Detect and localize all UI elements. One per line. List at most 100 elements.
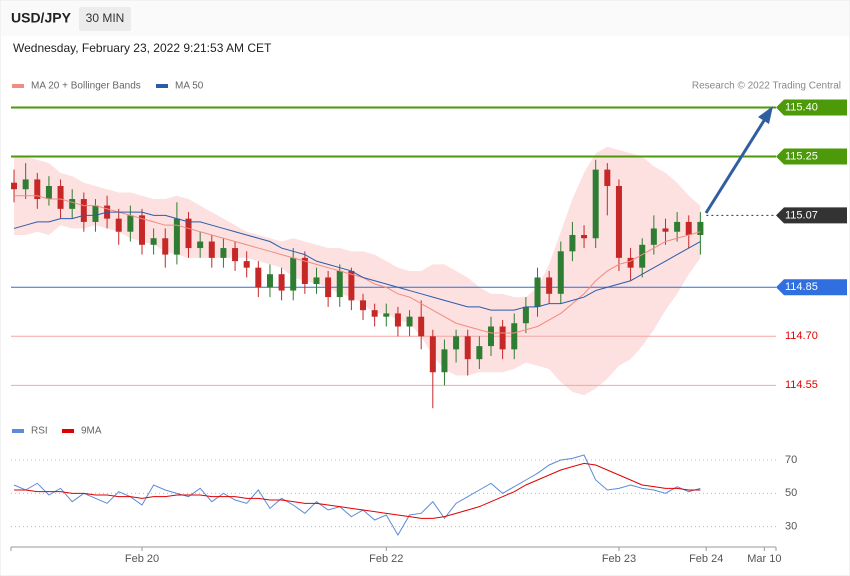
candle-body bbox=[557, 251, 564, 294]
candle-body bbox=[615, 185, 622, 258]
candle-body bbox=[138, 215, 145, 245]
candle-body bbox=[11, 182, 18, 190]
candle-body bbox=[127, 215, 134, 232]
candle-body bbox=[476, 346, 483, 360]
arrow-shaft bbox=[704, 118, 767, 214]
level-tag bbox=[776, 279, 847, 296]
x-tick-label: Feb 24 bbox=[689, 553, 723, 565]
level-tag bbox=[776, 99, 847, 116]
candle-body bbox=[464, 336, 471, 360]
candle-body bbox=[511, 323, 518, 350]
candle-body bbox=[208, 241, 215, 258]
copyright: Research © 2022 Trading Central bbox=[692, 81, 841, 92]
candle-body bbox=[360, 300, 367, 311]
candle-body bbox=[243, 261, 250, 268]
candle-body bbox=[604, 169, 611, 186]
forecast-arrow bbox=[704, 106, 773, 214]
candle-body bbox=[406, 316, 413, 327]
x-tick-label: Feb 22 bbox=[369, 553, 403, 565]
ma-line bbox=[14, 195, 701, 334]
candle-body bbox=[197, 241, 204, 249]
candle-body bbox=[546, 277, 553, 294]
legend-swatch bbox=[12, 84, 24, 88]
candle-body bbox=[266, 274, 273, 288]
rsi-line bbox=[13, 454, 701, 536]
candle-body bbox=[255, 267, 262, 288]
legend-swatch bbox=[62, 429, 74, 433]
candle-body bbox=[336, 270, 343, 298]
candle-body bbox=[278, 274, 285, 291]
level-label: 114.55 bbox=[785, 379, 818, 391]
legend-label: RSI bbox=[31, 426, 48, 437]
candle-body bbox=[418, 316, 425, 337]
x-tick-label: Feb 20 bbox=[125, 553, 159, 565]
candle-body bbox=[627, 257, 634, 268]
candle-body bbox=[592, 169, 599, 239]
candle-body bbox=[34, 179, 41, 200]
candle-body bbox=[173, 218, 180, 255]
candle-body bbox=[115, 218, 122, 232]
x-tick-label: Feb 23 bbox=[602, 553, 636, 565]
arrow-head bbox=[758, 106, 773, 124]
ma-line bbox=[13, 211, 701, 311]
candle-body bbox=[487, 326, 494, 347]
legend-swatch bbox=[12, 429, 24, 433]
candle-body bbox=[220, 248, 227, 258]
candle-body bbox=[581, 234, 588, 239]
candle-body bbox=[69, 199, 76, 209]
candle-body bbox=[371, 310, 378, 317]
candle-body bbox=[453, 336, 460, 350]
candle-body bbox=[441, 349, 448, 373]
y-tick-label: 50 bbox=[785, 487, 797, 499]
candle-body bbox=[522, 306, 529, 324]
level-tag bbox=[776, 207, 847, 224]
candle-body bbox=[394, 313, 401, 327]
level-label: 114.85 bbox=[785, 281, 818, 293]
candle-body bbox=[57, 185, 64, 209]
candle-body bbox=[325, 277, 332, 298]
candle-body bbox=[569, 234, 576, 252]
candle-body bbox=[534, 277, 541, 307]
level-tag bbox=[776, 148, 847, 165]
legend-label: 9MA bbox=[81, 426, 102, 437]
level-label: 115.07 bbox=[785, 209, 818, 221]
timestamp: Wednesday, February 23, 2022 9:21:53 AM … bbox=[13, 41, 272, 55]
legend-label: MA 50 bbox=[175, 81, 204, 92]
candle-body bbox=[301, 257, 308, 285]
level-label: 115.25 bbox=[785, 150, 818, 162]
candle-body bbox=[313, 277, 320, 285]
candle-body bbox=[662, 228, 669, 232]
legend-label: MA 20 + Bollinger Bands bbox=[31, 81, 141, 92]
legend-swatch bbox=[156, 84, 168, 88]
candle-body bbox=[697, 221, 704, 235]
candle-body bbox=[290, 257, 297, 291]
candle-body bbox=[232, 248, 239, 262]
candle-body bbox=[348, 270, 355, 301]
candle-body bbox=[185, 218, 192, 249]
candle-body bbox=[674, 221, 681, 232]
candle-body bbox=[80, 199, 87, 222]
rsi-line bbox=[14, 462, 701, 519]
x-tick-label: Mar 10 bbox=[747, 553, 781, 565]
interval: 30 MIN bbox=[86, 11, 125, 25]
candle-body bbox=[150, 238, 157, 245]
candle-body bbox=[92, 205, 99, 222]
candle-body bbox=[162, 238, 169, 255]
candle-body bbox=[45, 185, 52, 200]
candle-body bbox=[429, 336, 436, 373]
interval-box bbox=[79, 7, 131, 31]
candle-body bbox=[685, 221, 692, 235]
candle-body bbox=[650, 228, 657, 245]
y-tick-label: 30 bbox=[785, 521, 797, 533]
y-tick-label: 70 bbox=[785, 454, 797, 466]
level-label: 115.40 bbox=[785, 101, 818, 113]
candle-body bbox=[639, 244, 646, 268]
candle-body bbox=[383, 313, 390, 317]
symbol: USD/JPY bbox=[11, 10, 72, 26]
header-bar bbox=[1, 1, 849, 36]
candle-body bbox=[499, 326, 506, 350]
bollinger-band bbox=[14, 146, 701, 396]
candle-body bbox=[22, 179, 29, 190]
level-label: 114.70 bbox=[785, 330, 818, 342]
